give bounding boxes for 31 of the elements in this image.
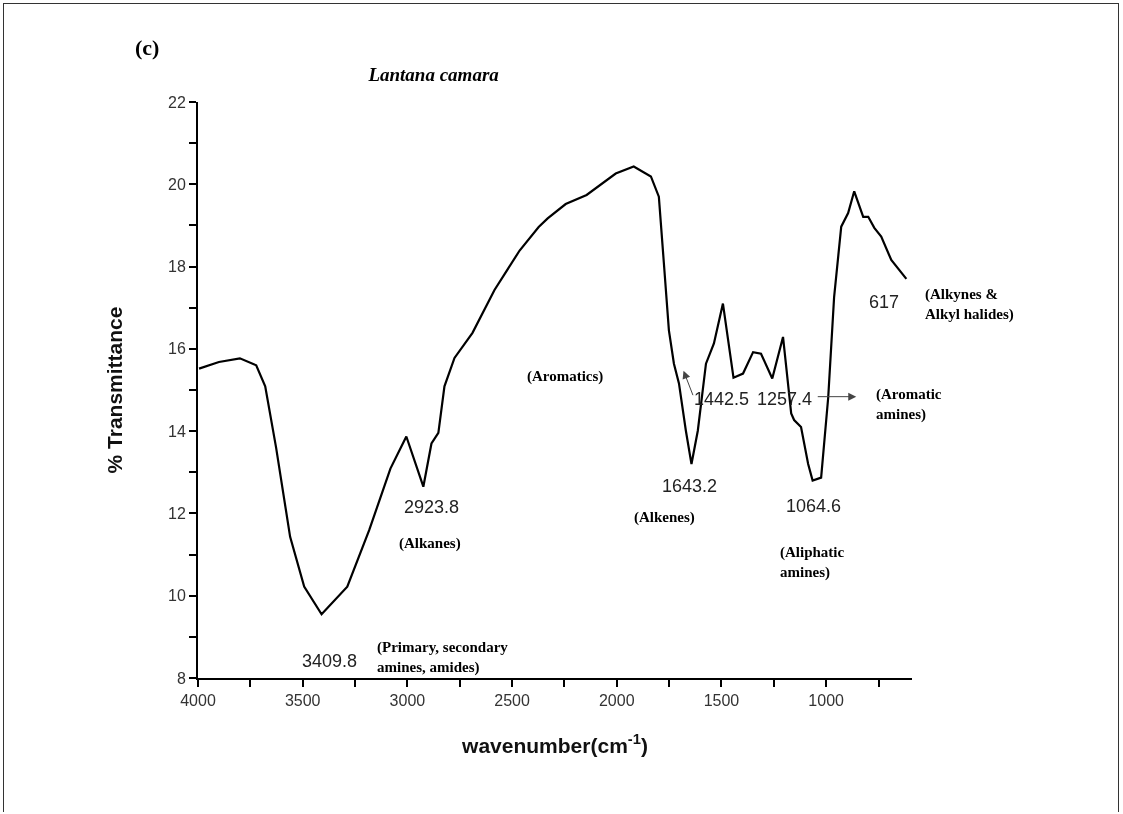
text: (c) bbox=[135, 35, 160, 60]
y-tick-label: 12 bbox=[168, 505, 186, 523]
annotation: 2923.8 bbox=[404, 497, 460, 517]
y-tick-label: 8 bbox=[176, 669, 186, 687]
annotation: 3409.8 bbox=[302, 651, 358, 671]
text: (Alkynes & Alkyl halides) bbox=[925, 286, 1014, 323]
annotation: (Primary, secondary amines, amides) bbox=[377, 639, 509, 676]
y-tick-label: 10 bbox=[168, 587, 186, 605]
annotation: 1064.6 bbox=[786, 496, 842, 516]
annotation: 1643.2 bbox=[662, 476, 718, 496]
x-tick-label: 2500 bbox=[494, 692, 530, 710]
y-tick-label: 22 bbox=[168, 93, 186, 111]
annotation: (Aliphatic amines) bbox=[780, 544, 845, 581]
chart-title: Lantana camara bbox=[367, 63, 500, 85]
annotation: 617 bbox=[869, 292, 900, 312]
x-axis-title: wavenumber(cm$^{-1}$) bbox=[461, 731, 648, 757]
x-tick-label: 4000 bbox=[180, 692, 216, 710]
y-tick-label: 16 bbox=[168, 340, 186, 358]
y-tick-label: 20 bbox=[168, 175, 186, 193]
annotation: (Aromatics) bbox=[527, 368, 604, 385]
annotation: (Aromatic amines) bbox=[876, 386, 942, 423]
x-tick-label: 2000 bbox=[598, 692, 635, 710]
annotation: (Alkenes) bbox=[634, 509, 695, 526]
annotation: (Alkanes) bbox=[399, 535, 461, 552]
y-tick-label: 18 bbox=[168, 258, 186, 276]
x-tick-label: 3000 bbox=[389, 692, 426, 710]
x-tick-label: 1000 bbox=[808, 692, 845, 710]
x-tick-label: 1500 bbox=[703, 692, 740, 710]
x-tick-label: 3500 bbox=[284, 692, 321, 710]
y-axis-title: % Transmittance bbox=[102, 306, 126, 474]
y-tick-label: 14 bbox=[168, 422, 186, 440]
